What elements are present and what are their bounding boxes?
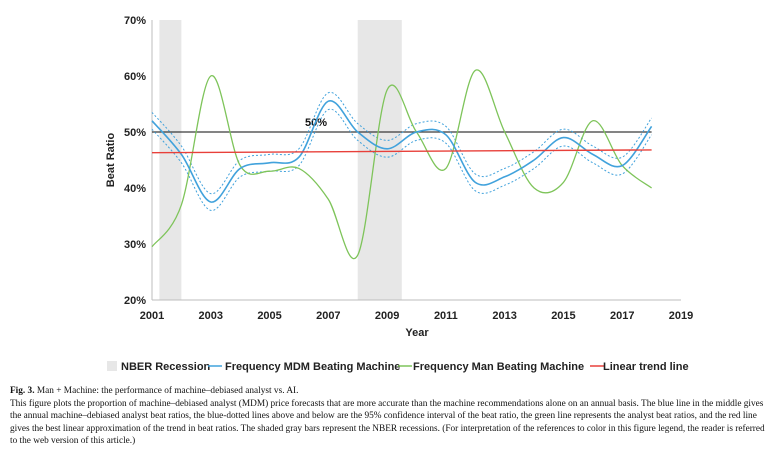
caption-label: Fig. 3. — [10, 386, 35, 396]
y-tick-label: 60% — [124, 71, 146, 83]
y-tick-label: 50% — [124, 127, 146, 139]
recession-bars — [159, 20, 402, 300]
series-line-man — [151, 69, 652, 260]
recession-bar-2 — [357, 20, 402, 300]
series-lines — [151, 69, 653, 260]
x-tick-label: 2009 — [375, 310, 399, 322]
series-line-trend — [151, 149, 652, 154]
x-tick-label: 2003 — [199, 310, 223, 322]
y-tick-label: 20% — [124, 295, 146, 307]
x-tick-label: 2017 — [610, 310, 634, 322]
x-axis-title: Year — [405, 327, 429, 339]
legend-label: NBER Recession — [121, 361, 211, 373]
series-line-mdm — [151, 100, 653, 203]
x-tick-label: 2019 — [669, 310, 693, 322]
y-tick-label: 40% — [124, 183, 146, 195]
caption-heading: Fig. 3. Man + Machine: the performance o… — [10, 385, 772, 398]
legend-label: Linear trend line — [603, 361, 689, 373]
x-tick-label: 2007 — [316, 310, 340, 322]
y-tick-label: 70% — [124, 15, 146, 27]
caption-body: This figure plots the proportion of mach… — [10, 398, 765, 447]
legend: NBER Recession Frequency MDM Beating Mach… — [107, 361, 689, 373]
tick-labels: 20% 30% 40% 50% 60% 70% 2001 2003 2005 2007 2009 20… — [124, 15, 693, 322]
reference-line-group: 50% — [152, 117, 652, 133]
x-tick-label: 2001 — [140, 310, 164, 322]
x-tick-label: 2005 — [257, 310, 281, 322]
figure-caption: Fig. 3. Man + Machine: the performance o… — [10, 385, 772, 448]
legend-swatch-recession — [107, 361, 117, 371]
y-axis-title: Beat Ratio — [105, 133, 117, 188]
legend-label: Frequency MDM Beating Machine — [225, 361, 400, 373]
axes — [151, 20, 681, 301]
beat-ratio-chart: 50% 20%30%40%50%60%70%2001 2003 2005 2007 20… — [105, 15, 693, 373]
y-tick-label: 30% — [124, 239, 146, 251]
x-tick-label: 2013 — [492, 310, 516, 322]
recession-bar-1 — [159, 20, 182, 300]
x-tick-label: 2015 — [551, 310, 575, 322]
legend-label: Frequency Man Beating Machine — [413, 361, 584, 373]
x-tick-label: 2011 — [434, 310, 458, 322]
caption-title: Man + Machine: the performance of machin… — [36, 386, 299, 396]
reference-line-label: 50% — [305, 117, 327, 129]
